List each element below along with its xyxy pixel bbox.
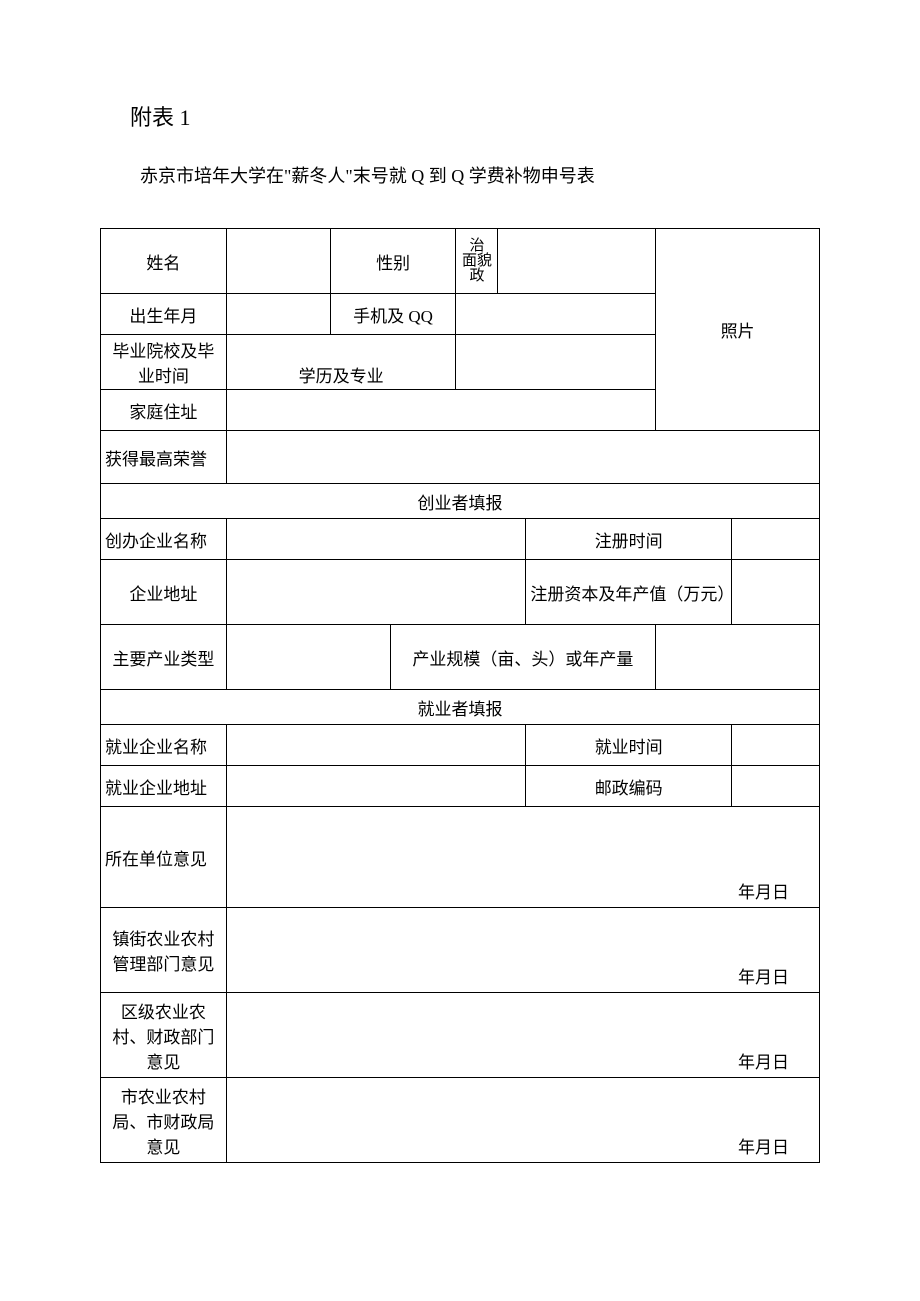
attachment-heading: 附表 1 (130, 100, 820, 132)
input-education[interactable] (456, 335, 656, 390)
label-district-opinion: 区级农业农村、财政部门意见 (101, 993, 227, 1078)
input-district-opinion[interactable]: 年月日 (226, 993, 819, 1078)
input-address[interactable] (226, 390, 655, 431)
input-emp-time[interactable] (732, 725, 820, 766)
input-city-opinion[interactable]: 年月日 (226, 1078, 819, 1163)
photo-area: 照片 (656, 229, 820, 431)
label-emp-time: 就业时间 (526, 725, 732, 766)
label-company-name: 创办企业名称 (101, 519, 227, 560)
label-city-opinion: 市农业农村局、市财政局意见 (101, 1078, 227, 1163)
input-emp-company[interactable] (226, 725, 526, 766)
input-industry[interactable] (226, 625, 390, 690)
label-phone: 手机及 QQ (330, 294, 456, 335)
label-reg-capital: 注册资本及年产值（万元） (526, 560, 732, 625)
label-honor: 获得最高荣誉 (101, 431, 227, 484)
input-company-name[interactable] (226, 519, 526, 560)
input-political[interactable] (498, 229, 656, 294)
input-town-opinion[interactable]: 年月日 (226, 908, 819, 993)
label-industry: 主要产业类型 (101, 625, 227, 690)
label-name: 姓名 (101, 229, 227, 294)
label-reg-time: 注册时间 (526, 519, 732, 560)
label-education: 学历及专业 (226, 335, 456, 390)
label-scale: 产业规模（亩、头）或年产量 (390, 625, 656, 690)
input-reg-capital[interactable] (732, 560, 820, 625)
input-name[interactable] (226, 229, 330, 294)
label-address: 家庭住址 (101, 390, 227, 431)
label-town-opinion: 镇街农业农村管理部门意见 (101, 908, 227, 993)
label-gender: 性别 (330, 229, 456, 294)
input-postcode[interactable] (732, 766, 820, 807)
input-honor[interactable] (226, 431, 819, 484)
input-emp-addr[interactable] (226, 766, 526, 807)
input-scale[interactable] (656, 625, 820, 690)
section-entrepreneur: 创业者填报 (101, 484, 820, 519)
label-unit-opinion: 所在单位意见 (101, 807, 227, 908)
label-postcode: 邮政编码 (526, 766, 732, 807)
input-reg-time[interactable] (732, 519, 820, 560)
input-company-addr[interactable] (226, 560, 526, 625)
label-political: 治面貌政 (456, 229, 498, 294)
label-dob: 出生年月 (101, 294, 227, 335)
label-company-addr: 企业地址 (101, 560, 227, 625)
application-form-table: 姓名 性别 治面貌政 照片 出生年月 手机及 QQ 毕业院校及毕业时间 学历及专… (100, 228, 820, 1163)
label-emp-company: 就业企业名称 (101, 725, 227, 766)
section-employee: 就业者填报 (101, 690, 820, 725)
input-unit-opinion[interactable]: 年月日 (226, 807, 819, 908)
label-graduation: 毕业院校及毕业时间 (101, 335, 227, 390)
input-dob[interactable] (226, 294, 330, 335)
label-emp-addr: 就业企业地址 (101, 766, 227, 807)
input-phone[interactable] (456, 294, 656, 335)
form-title: 赤京市培年大学在"薪冬人"末号就 Q 到 Q 学费补物申号表 (140, 162, 820, 188)
